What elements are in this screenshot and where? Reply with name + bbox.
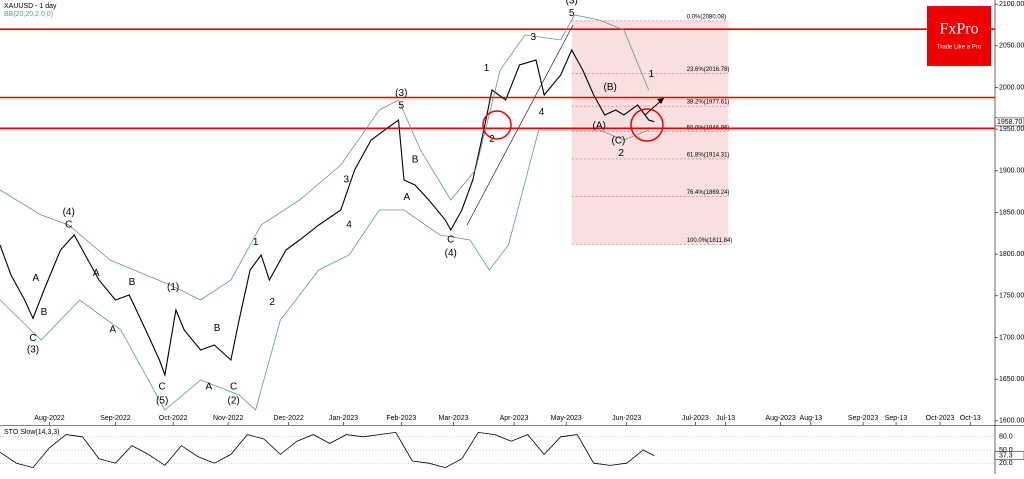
fib-zone (571, 20, 729, 245)
wave-label: 1 (484, 63, 490, 74)
wave-label: 2 (489, 134, 495, 145)
wave-label: 5 (569, 8, 575, 19)
x-tick-label: Jul-2023 (682, 415, 709, 422)
x-tick-label: Aug-2022 (34, 415, 64, 422)
wave-label: B (129, 277, 136, 288)
wave-label: C (230, 381, 237, 392)
x-tick-label: Nov-2022 (213, 415, 243, 422)
stoch-tick-label: 80.0 (999, 434, 1013, 441)
wave-label: (1) (167, 282, 179, 293)
trend-line (466, 24, 574, 226)
wave-label: C (29, 333, 36, 344)
bollinger-band (0, 129, 649, 411)
wave-label: (3) (27, 345, 39, 356)
wave-label: 5 (399, 100, 405, 111)
wave-label: 1 (253, 237, 259, 248)
highlight-circle (482, 110, 512, 140)
y-tick-label: 2050.00 (999, 43, 1024, 50)
wave-label: (2) (228, 395, 240, 406)
wave-label: 4 (346, 220, 352, 231)
wave-label: A (93, 268, 100, 279)
y-tick-label: 1850.00 (999, 209, 1024, 216)
fib-label: 76.4%(1869.24) (687, 190, 730, 196)
x-tick-label: Oct-13 (960, 415, 981, 422)
stoch-tag (994, 451, 1024, 460)
plot-area: 0.0%(2080.08) 23.6%(2016.78) 38.2%(1977.61… (0, 0, 1024, 469)
x-tick-label: Apr-2023 (500, 415, 529, 422)
logo-brand: FxPro (939, 21, 978, 38)
y-tick-label: 1900.00 (999, 168, 1024, 175)
wave-label: A (109, 325, 116, 336)
y-tick-label: 1750.00 (999, 293, 1024, 300)
logo-slogan: Trade Like a Pro (937, 45, 982, 51)
wave-label: (5) (156, 395, 168, 406)
wave-label: B (412, 155, 419, 166)
wave-label: 2 (618, 148, 624, 159)
wave-label: A (403, 192, 410, 203)
indicator-label: BB(20,20,2.0,0) (4, 11, 53, 18)
x-tick-label: Dec-2022 (273, 415, 303, 422)
y-tick-label: 1800.00 (999, 251, 1024, 258)
x-tick-label: Sep-13 (885, 415, 908, 422)
wave-label: 4 (539, 107, 545, 118)
stoch-line (0, 431, 655, 469)
wave-label: A (32, 273, 39, 284)
arrow-head (657, 98, 664, 104)
x-tick-label: Mar-2023 (439, 415, 469, 422)
wave-label: 2 (269, 297, 275, 308)
wave-label: C (447, 235, 454, 246)
wave-label: (A) (593, 120, 606, 131)
x-tick-label: Jan-2023 (329, 415, 358, 422)
x-tick-label: Oct-2023 (926, 415, 955, 422)
wave-label: (C) (611, 135, 625, 146)
bollinger-band (0, 14, 650, 301)
logo-box (927, 6, 991, 66)
x-tick-label: Sep-2022 (100, 415, 130, 422)
chart-title: XAUUSD - 1 day (4, 3, 57, 10)
y-tick-label: 1650.00 (999, 376, 1024, 383)
x-tick-label: Aug-13 (800, 415, 823, 422)
wave-label: (3) (566, 0, 578, 6)
price-line (0, 48, 655, 378)
y-tick-label: 1950.00 (999, 126, 1024, 133)
wave-label: C (159, 381, 166, 392)
wave-label: (3) (395, 88, 407, 99)
fib-label: 23.6%(2016.78) (687, 67, 730, 73)
x-tick-label: Feb-2023 (386, 415, 416, 422)
wave-label: 1 (649, 69, 655, 80)
stoch-title: STO Slow(14,3,3) (4, 429, 60, 436)
x-tick-label: Sep-2023 (848, 415, 878, 422)
wave-label: B (41, 307, 48, 318)
highlight-circle (630, 108, 664, 142)
x-tick-label: Aug-2023 (765, 415, 795, 422)
price-tag (994, 117, 1024, 127)
wave-label: (4) (63, 207, 75, 218)
fib-label: 61.8%(1914.31) (687, 152, 730, 158)
x-tick-label: Jul-13 (716, 415, 735, 422)
x-tick-label: Jun-2023 (612, 415, 641, 422)
x-tick-label: May-2023 (551, 415, 582, 422)
y-tick-label: 1600.00 (999, 418, 1024, 425)
wave-label: C (65, 220, 72, 231)
stoch-tick-label: 50.0 (999, 447, 1013, 454)
y-tick-label: 2100.00 (999, 1, 1024, 8)
fib-label: 0.0%(2080.08) (687, 14, 726, 20)
fib-label: 38.2%(1977.61) (687, 100, 730, 106)
stoch-tick-label: 20.0 (999, 460, 1013, 467)
fib-label: 100.0%(1811.84) (687, 238, 733, 244)
price-tag-label: 1958.70 (997, 119, 1022, 126)
wave-label: (4) (445, 248, 457, 259)
wave-label: A (206, 381, 213, 392)
y-tick-label: 1700.00 (999, 334, 1024, 341)
y-tick-label: 2000.00 (999, 84, 1024, 91)
wave-label: 3 (344, 175, 350, 186)
wave-label: (B) (604, 82, 617, 93)
wave-label: 3 (530, 32, 536, 43)
x-tick-label: Oct-2022 (159, 415, 188, 422)
wave-label: B (214, 323, 221, 334)
stoch-tag-label: 37.3 (999, 452, 1013, 459)
